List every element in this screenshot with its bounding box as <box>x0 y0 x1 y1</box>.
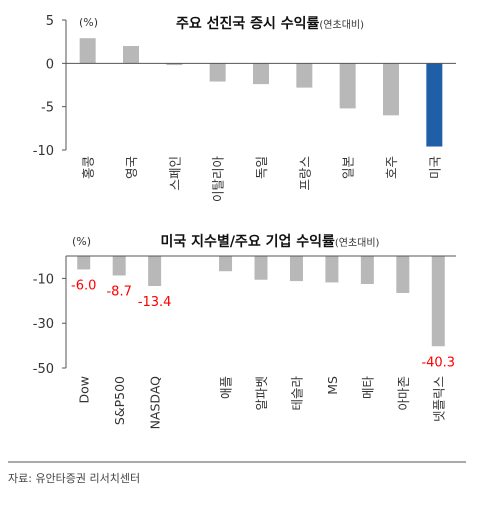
chart2-bar-8 <box>325 256 339 283</box>
chart1-title-suffix: (연초대비) <box>319 19 364 31</box>
chart1-y-tick-label: -5 <box>41 101 54 116</box>
chart2-category-label: Dow <box>77 376 92 404</box>
chart1-bar-5 <box>253 63 269 85</box>
chart2-unit-label: (%) <box>72 235 91 248</box>
chart1-title: 주요 선진국 증시 수익률(연초대비) <box>176 15 364 32</box>
chart1-category-label: 독일 <box>254 156 269 179</box>
chart2-bar-7 <box>289 256 303 282</box>
chart2-data-label: -13.4 <box>138 295 172 310</box>
chart1-bar-1 <box>79 38 96 64</box>
chart1-category-label: 스페인 <box>167 156 182 191</box>
chart2-y-tick-label: -30 <box>33 317 54 332</box>
chart2-category-label: S&P500 <box>112 376 127 425</box>
chart1-category-label: 프랑스 <box>297 156 312 191</box>
chart2-bar-5 <box>219 256 233 272</box>
chart1-category-label: 영국 <box>124 156 139 179</box>
chart1-y-tick-label: 5 <box>46 14 54 29</box>
chart2-bar-1 <box>77 256 91 270</box>
chart2-category-label: MS <box>325 376 340 395</box>
chart2-bar-3 <box>148 256 162 287</box>
chart1-y-tick-label: -10 <box>33 144 54 159</box>
chart1-plot: 5 0 -5 -10 홍콩 영국 스페인 이탈리아 독일 프랑스 일본 호주 미국 <box>33 14 456 202</box>
chart2-data-label: -40.3 <box>421 355 455 370</box>
chart1-title-main: 주요 선진국 증시 수익률 <box>176 15 320 32</box>
source-note: 자료: 유안타증권 리서치센터 <box>8 472 140 485</box>
chart2-y-tick-label: -50 <box>33 362 54 377</box>
chart1-bar-9 <box>426 63 443 147</box>
chart2-bar-10 <box>396 256 410 293</box>
chart2-title: 미국 지수별/주요 기업 수익률(연초대비) <box>161 233 380 250</box>
chart1-category-label: 미국 <box>427 156 442 179</box>
chart2-category-label: 테슬라 <box>289 376 304 411</box>
chart1-unit-label: (%) <box>79 16 98 29</box>
chart1-category-label: 이탈리아 <box>211 156 226 203</box>
chart2-data-label: -6.0 <box>71 278 96 293</box>
chart1-category-label: 호주 <box>384 156 399 179</box>
chart1-category-label: 일본 <box>341 156 356 179</box>
chart1-bar-2 <box>123 46 139 64</box>
chart2-title-main: 미국 지수별/주요 기업 수익률 <box>161 233 335 250</box>
chart1-bar-3 <box>166 63 183 66</box>
chart2-bar-6 <box>254 256 268 280</box>
chart2-title-suffix: (연초대비) <box>335 237 380 249</box>
chart2-category-label: 애플 <box>219 376 234 399</box>
chart1-category-label: 홍콩 <box>81 156 96 179</box>
chart2-category-label: 알파벳 <box>254 376 269 411</box>
chart2-category-label: 아마존 <box>396 376 411 411</box>
chart2-bar-9 <box>360 256 374 284</box>
chart2-bar-2 <box>112 256 126 276</box>
chart2-y-tick-label: -10 <box>33 272 54 287</box>
chart2-category-label: NASDAQ <box>148 376 163 430</box>
chart1-y-tick-label: 0 <box>46 57 54 72</box>
chart1-bar-6 <box>296 63 313 88</box>
chart1-bar-4 <box>209 63 226 82</box>
chart2-data-label: -8.7 <box>106 284 131 299</box>
chart1-bar-8 <box>383 63 399 116</box>
chart2-category-label: 넷플릭스 <box>431 376 446 422</box>
chart1-bar-7 <box>339 63 356 109</box>
chart2-bar-11 <box>431 256 445 347</box>
chart2-plot: -10 -30 -50 -6.0 -8.7 -13.4 -40.3 Dow S&P500 NASD… <box>33 255 456 430</box>
chart2-category-label: 메타 <box>360 376 375 400</box>
